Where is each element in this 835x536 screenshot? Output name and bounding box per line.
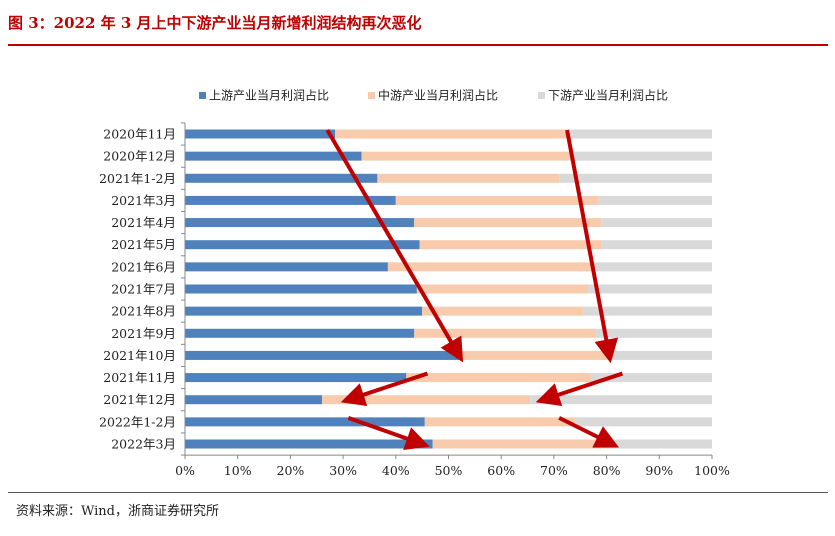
bar-segment-midstream: [406, 373, 591, 383]
bar-segment-midstream: [432, 439, 612, 449]
bar-segment-downstream: [530, 395, 712, 405]
chart-legend: 上游产业当月利润占比 中游产业当月利润占比 下游产业当月利润占比: [199, 88, 668, 103]
bar-segment-downstream: [590, 373, 712, 383]
annotation-arrows: [325, 128, 624, 450]
bar-area: [185, 129, 712, 449]
x-tick-label: 50%: [435, 463, 463, 478]
x-tick-label: 60%: [487, 463, 515, 478]
y-tick-label: 2021年6月: [111, 259, 176, 274]
legend-label: 中游产业当月利润占比: [378, 88, 498, 103]
bar-segment-upstream: [185, 439, 433, 449]
bar-segment-midstream: [414, 328, 597, 338]
bar-segment-midstream: [387, 262, 591, 272]
bar-segment-midstream: [419, 240, 602, 250]
bar-segment-upstream: [185, 306, 423, 316]
y-tick-label: 2021年5月: [111, 237, 176, 252]
bar-segment-downstream: [582, 306, 712, 316]
bar-segment-downstream: [601, 240, 712, 250]
x-tick-label: 80%: [593, 463, 621, 478]
legend-label: 下游产业当月利润占比: [548, 88, 668, 103]
bar-segment-midstream: [335, 129, 568, 139]
y-axis-labels: 2020年11月 2020年12月 2021年1-2月 2021年3月 2021年4月 2…: [99, 127, 176, 452]
x-tick-label: 40%: [382, 463, 410, 478]
legend-swatch: [538, 92, 545, 99]
y-tick-label: 2021年9月: [111, 326, 176, 341]
bar-segment-midstream: [416, 284, 589, 294]
annotation-arrow: [565, 129, 619, 364]
bar-segment-upstream: [185, 350, 462, 360]
bar-segment-downstream: [596, 328, 712, 338]
x-tick-label: 100%: [694, 463, 730, 478]
annotation-arrow: [340, 371, 429, 407]
bar-segment-downstream: [588, 284, 712, 294]
y-tick-label: 2021年3月: [111, 193, 176, 208]
annotation-arrow: [347, 415, 430, 450]
bar-segment-midstream: [422, 306, 583, 316]
bar-segment-midstream: [322, 395, 531, 405]
legend-label: 上游产业当月利润占比: [209, 88, 329, 103]
stacked-bar-chart: 上游产业当月利润占比 中游产业当月利润占比 下游产业当月利润占比 2020年11月2…: [99, 88, 730, 479]
title-divider: [8, 44, 828, 46]
bar-segment-upstream: [185, 218, 415, 228]
bar-segment-downstream: [574, 417, 712, 427]
y-tick-label: 2021年8月: [111, 304, 176, 319]
y-tick-label: 2022年3月: [111, 437, 176, 452]
annotation-arrow: [535, 371, 624, 407]
y-tick-label: 2020年12月: [103, 149, 176, 164]
y-tick-label: 2021年7月: [111, 282, 176, 297]
y-tick-label: 2022年1-2月: [99, 414, 176, 429]
y-tick-label: 2021年1-2月: [99, 171, 176, 186]
source-note: 资料来源：Wind，浙商证券研究所: [16, 504, 219, 519]
bar-segment-upstream: [185, 240, 420, 250]
bar-segment-downstream: [567, 129, 712, 139]
bar-segment-midstream: [461, 350, 612, 360]
y-tick-label: 2020年11月: [103, 127, 176, 142]
bar-segment-midstream: [395, 195, 599, 205]
x-axis: 0% 10% 20% 30% 40% 50% 60% 70% 80% 90% 100%: [175, 122, 730, 478]
x-tick-label: 20%: [277, 463, 305, 478]
bar-segment-upstream: [185, 328, 415, 338]
source-divider: [8, 492, 828, 493]
bar-segment-upstream: [185, 373, 407, 383]
chart-title: 图 3：2022 年 3 月上中下游产业当月新增利润结构再次恶化: [8, 14, 422, 32]
x-tick-label: 90%: [645, 463, 673, 478]
x-tick-label: 0%: [175, 463, 195, 478]
bar-segment-upstream: [185, 173, 378, 183]
x-tick-label: 30%: [329, 463, 357, 478]
bar-segment-upstream: [185, 262, 388, 272]
bar-segment-upstream: [185, 395, 323, 405]
legend-swatch: [368, 92, 375, 99]
x-tick-label: 10%: [224, 463, 252, 478]
y-tick-label: 2021年10月: [103, 348, 176, 363]
bar-segment-upstream: [185, 195, 396, 205]
bar-segment-downstream: [559, 173, 712, 183]
y-tick-label: 2021年11月: [103, 370, 176, 385]
legend-swatch: [199, 92, 206, 99]
bar-segment-upstream: [185, 129, 336, 139]
bar-segment-downstream: [590, 262, 712, 272]
annotation-arrow: [558, 416, 620, 448]
bar-segment-upstream: [185, 284, 417, 294]
bar-segment-downstream: [601, 218, 712, 228]
bar-segment-upstream: [185, 151, 362, 161]
bar-segment-upstream: [185, 417, 425, 427]
bar-segment-downstream: [611, 350, 712, 360]
x-tick-label: 70%: [540, 463, 568, 478]
bar-segment-midstream: [361, 151, 570, 161]
bar-segment-midstream: [424, 417, 575, 427]
annotation-arrow: [325, 128, 464, 363]
bar-segment-downstream: [569, 151, 712, 161]
bar-segment-downstream: [611, 439, 712, 449]
bar-segment-midstream: [377, 173, 560, 183]
bar-segment-downstream: [598, 195, 712, 205]
y-tick-label: 2021年12月: [103, 392, 176, 407]
bar-segment-midstream: [414, 218, 602, 228]
y-tick-label: 2021年4月: [111, 215, 176, 230]
